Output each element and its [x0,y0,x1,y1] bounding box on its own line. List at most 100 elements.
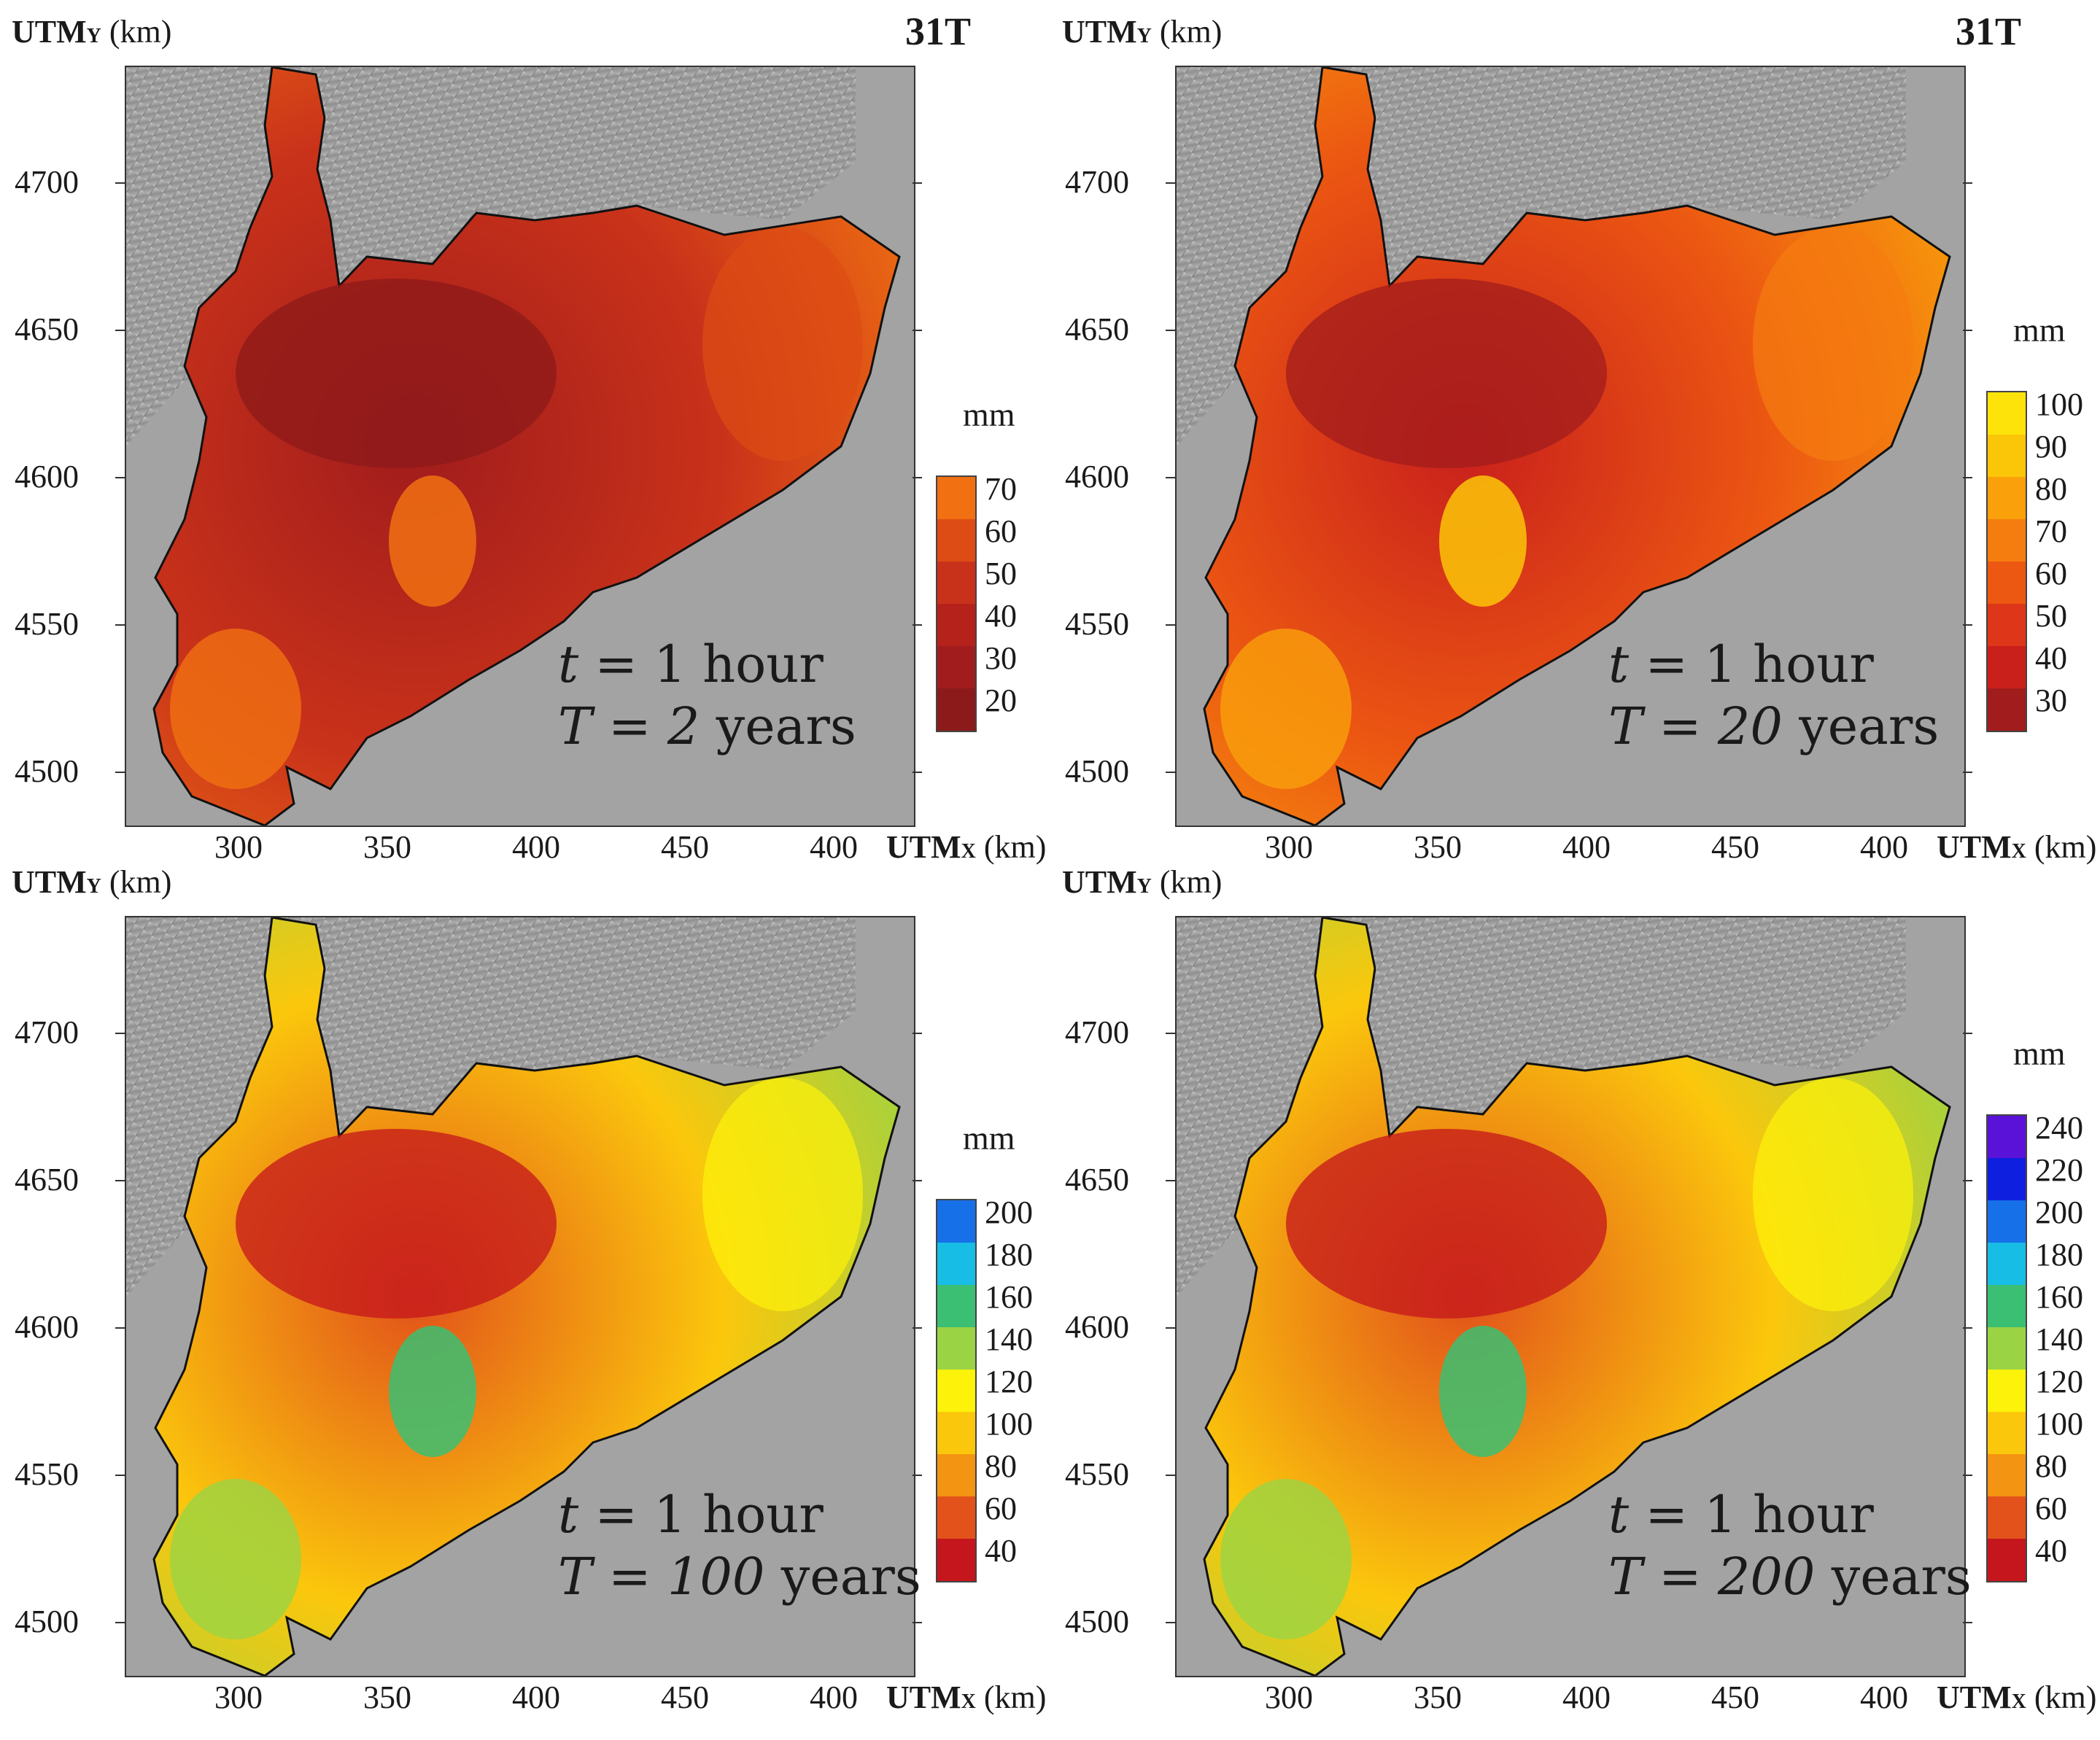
colorbar-label: 200 [2035,1195,2083,1230]
annotation-duration: t = 1 hour [558,634,824,694]
y-tick-mark [115,624,125,626]
y-tick-mark [1166,477,1175,478]
colorbar-swatch [937,1327,975,1370]
annotation-duration: t = 1 hour [1608,634,1874,694]
map-panel-p1: UTMY (km) 31T 4700 4650 4600 4550 4500 300 350 4… [0,0,1050,870]
y-tick-label: 4700 [15,164,79,200]
y-axis-label-unit: (km) [109,14,172,50]
annotation-period: T = 20 years [1608,696,1939,756]
colorbar-swatch [937,1285,975,1327]
zone-label: 31T [1955,9,2021,53]
colorbar-label: 240 [2035,1110,2083,1146]
colorbar-swatch [1988,562,2026,604]
x-axis-label-main: UTM [1937,829,2012,865]
x-tick-label: 450 [661,829,709,865]
annotation-period-unit: years [1782,696,1940,756]
y-tick-mark [115,477,125,478]
map-frame [1175,916,1966,1677]
x-axis-label-main: UTM [886,829,961,865]
colorbar-swatch [937,1539,975,1581]
annotation-duration-var: t [558,634,579,694]
y-axis-label-unit: (km) [1159,14,1223,50]
colorbar-swatch [1988,1412,2026,1454]
precip-low-zone [1286,279,1607,468]
y-tick-mark [1963,477,1972,478]
colorbar [1986,391,2027,732]
y-tick-mark [115,1033,125,1034]
x-tick-label: 400 [810,829,858,865]
y-tick-mark [913,1033,922,1034]
annotation-period-unit: years [764,1547,921,1607]
annotation-period-unit: years [700,696,856,756]
colorbar-label: 60 [985,1491,1017,1526]
y-tick-label: 4500 [15,1604,79,1639]
x-tick-label: 350 [363,829,411,865]
y-tick-label: 4700 [15,1014,79,1050]
colorbar-label: 200 [985,1195,1033,1230]
precip-low-zone [236,1129,557,1318]
precip-hotspot [702,1078,863,1311]
map-frame [125,66,915,827]
annotation-period-unit: years [1815,1547,1972,1607]
x-axis-label-unit: (km) [2034,1679,2097,1715]
colorbar-label: 60 [2035,556,2067,591]
annotation-period-value: = 2 [592,696,700,756]
x-tick-label: 450 [661,1679,709,1715]
y-tick-mark [913,182,922,184]
colorbar-label: 80 [985,1448,1017,1484]
precip-low-zone [1286,1129,1607,1318]
colorbar-label: 40 [985,1533,1017,1569]
colorbar-label: 100 [2035,1406,2083,1442]
x-axis-label-main: UTM [886,1679,961,1715]
colorbar-label: 40 [2035,640,2067,676]
colorbar-swatch [1988,646,2026,688]
y-tick-label: 4550 [15,1456,79,1492]
y-tick-mark [1166,772,1175,773]
colorbar-label: 30 [2035,683,2067,718]
precipitation-map [126,67,914,826]
colorbar-swatch [937,1412,975,1454]
y-tick-mark [913,1622,922,1623]
x-tick-label: 300 [1265,829,1313,865]
x-axis-label: UTMX (km) [1937,828,2096,866]
annotation-period: T = 100 years [558,1547,921,1607]
y-tick-mark [913,1327,922,1329]
x-axis-label-sub: X [961,840,976,863]
annotation-period: T = 200 years [1608,1547,1972,1607]
colorbar-label: 60 [2035,1491,2067,1526]
y-tick-label: 4650 [15,311,79,347]
y-tick-label: 4650 [1065,1162,1129,1197]
annotation-period-var: T [1608,696,1643,756]
y-axis-label-sub: Y [1136,25,1152,47]
x-tick-label: 400 [810,1679,858,1715]
colorbar-label: 80 [2035,1448,2067,1484]
y-tick-mark [1963,1622,1972,1623]
colorbar-swatch [1988,604,2026,646]
y-tick-label: 4550 [15,606,79,642]
x-axis-label-main: UTM [1937,1679,2012,1715]
y-tick-mark [1166,1327,1175,1329]
annotation-duration-rest: = 1 hour [578,634,824,694]
colorbar-swatch [1988,392,2026,435]
x-tick-label: 400 [512,1679,560,1715]
annotation-duration: t = 1 hour [558,1485,824,1545]
annotation-period-value: = 100 [592,1547,765,1607]
y-axis-label-sub: Y [86,875,101,898]
colorbar [1986,1114,2027,1582]
colorbar-swatch [1988,1243,2026,1285]
y-tick-mark [1963,1327,1972,1329]
colorbar-unit: mm [2013,1035,2066,1072]
map-panel-p3: UTMY (km) 4700 4650 4600 4550 4500 300 350 400 4… [0,850,1050,1720]
precip-low-zone [236,279,557,468]
x-axis-label: UTMX (km) [886,828,1046,866]
y-tick-mark [1963,330,1972,331]
colorbar-swatch [1988,519,2026,562]
colorbar-label: 140 [2035,1321,2083,1357]
colorbar-label: 90 [2035,429,2067,465]
y-tick-mark [1166,182,1175,184]
map-frame [1175,66,1966,827]
colorbar-label: 80 [2035,471,2067,507]
y-tick-mark [1963,1033,1972,1034]
colorbar-label: 60 [985,513,1017,549]
y-tick-mark [1166,1475,1175,1476]
